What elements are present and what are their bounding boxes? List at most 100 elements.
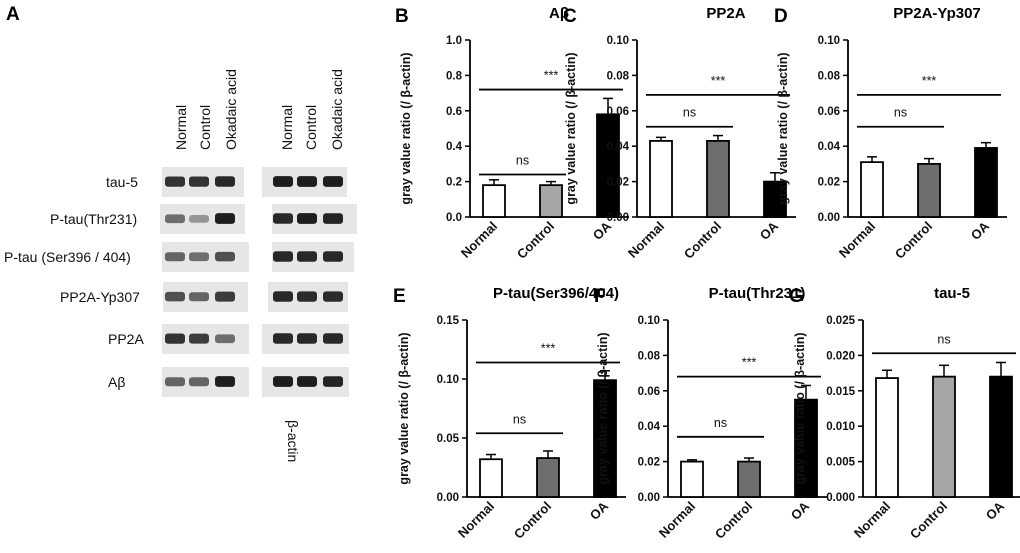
chart-title: PP2A-Yp307 xyxy=(893,5,981,22)
x-tick-label: OA xyxy=(788,498,813,523)
bar xyxy=(932,375,956,498)
blot-lane-label-left: Okadaic acid xyxy=(223,69,239,150)
bar xyxy=(875,377,899,498)
x-tick-label: Normal xyxy=(455,499,497,541)
y-tick-label: 0.08 xyxy=(638,350,661,362)
blot-band-target xyxy=(165,377,185,387)
blot-band-target xyxy=(165,176,185,187)
significance-label: ns xyxy=(894,106,907,120)
bar xyxy=(596,113,620,218)
bar xyxy=(989,375,1013,498)
blot-band-actin xyxy=(297,376,317,387)
blot-band-target xyxy=(165,214,185,224)
y-axis-label: gray value ratio (/ β-actin) xyxy=(793,332,807,484)
y-tick-label: 0.2 xyxy=(446,177,462,189)
y-tick-label: 0.04 xyxy=(638,421,661,433)
y-tick-label: 0.6 xyxy=(446,106,462,118)
x-tick-label: OA xyxy=(968,218,993,243)
blot-band-target xyxy=(165,291,185,302)
y-tick-label: 0.00 xyxy=(607,212,629,224)
blot-row-label: Aβ xyxy=(108,374,125,390)
loading-control-label: β-actin xyxy=(285,420,301,462)
bar xyxy=(479,458,503,498)
panel-letter: D xyxy=(774,6,788,27)
blot-row-label: PP2A-Yp307 xyxy=(60,289,140,305)
x-tick-label: Normal xyxy=(836,219,878,261)
blot-band-actin xyxy=(273,376,293,387)
y-tick-label: 0.02 xyxy=(607,177,629,189)
y-tick-label: 0.000 xyxy=(826,492,855,504)
blot-band-target xyxy=(215,291,235,302)
x-tick-label: Control xyxy=(681,219,724,262)
x-tick-label: Normal xyxy=(851,499,893,541)
significance-label: ns xyxy=(937,332,950,346)
x-tick-label: OA xyxy=(587,498,612,523)
chart-title: P-tau(Ser396/404) xyxy=(493,285,619,302)
significance-label: ns xyxy=(513,412,526,426)
blot-band-target xyxy=(189,292,209,302)
y-tick-label: 0.010 xyxy=(826,421,855,433)
panel-letter: G xyxy=(789,286,804,307)
blot-band-target xyxy=(215,334,235,344)
significance-label: *** xyxy=(742,356,757,370)
blot-band-target xyxy=(215,376,235,387)
y-axis-label: gray value ratio (/ β-actin) xyxy=(596,332,610,484)
panel-letter: B xyxy=(395,6,409,27)
blot-band-actin xyxy=(323,291,343,302)
y-tick-label: 0.06 xyxy=(607,106,629,118)
y-tick-label: 1.0 xyxy=(446,35,462,47)
bar xyxy=(539,184,563,218)
y-tick-label: 0.020 xyxy=(826,350,855,362)
y-tick-label: 0.10 xyxy=(607,35,629,47)
blot-lane-label-right: Normal xyxy=(279,105,295,150)
blot-band-target xyxy=(165,252,185,262)
panel-a-letter: A xyxy=(6,4,20,25)
bar xyxy=(649,139,673,218)
x-tick-label: Control xyxy=(514,219,557,262)
bar xyxy=(763,180,787,218)
y-tick-label: 0.4 xyxy=(446,141,463,153)
significance-label: *** xyxy=(544,69,559,83)
bar xyxy=(917,162,941,218)
western-blot-panel: Normal Normal Control Control Okadaic acid Ok… xyxy=(4,69,357,462)
x-tick-label: Control xyxy=(892,219,935,262)
blot-band-actin xyxy=(273,251,293,262)
blot-lane-label-left: Control xyxy=(197,105,213,150)
blot-band-actin xyxy=(297,291,317,302)
bar xyxy=(794,398,818,498)
significance-label: ns xyxy=(516,154,529,168)
y-tick-label: 0.00 xyxy=(818,212,840,224)
significance-label: *** xyxy=(922,74,937,88)
y-tick-label: 0.10 xyxy=(437,374,459,386)
blot-row-label: PP2A xyxy=(108,331,144,347)
y-axis-label: gray value ratio (/ β-actin) xyxy=(776,52,790,204)
blot-lane-label-right: Okadaic acid xyxy=(329,69,345,150)
blot-band-target xyxy=(215,213,235,224)
y-tick-label: 0.015 xyxy=(826,386,855,398)
x-tick-label: Control xyxy=(907,499,950,542)
bar xyxy=(680,460,704,498)
blot-band-actin xyxy=(323,176,343,187)
blot-band-target xyxy=(189,214,209,223)
blot-band-target xyxy=(189,252,209,262)
blot-band-actin xyxy=(273,333,293,344)
blot-band-actin xyxy=(323,251,343,262)
panel-letter: C xyxy=(563,6,577,27)
y-tick-label: 0.10 xyxy=(638,315,660,327)
y-axis-label: gray value ratio (/ β-actin) xyxy=(397,332,411,484)
bar xyxy=(536,457,560,498)
blot-band-target xyxy=(189,377,209,387)
significance-label: *** xyxy=(711,74,726,88)
bar xyxy=(482,184,506,218)
y-tick-label: 0.02 xyxy=(818,177,840,189)
blot-row-label: tau-5 xyxy=(106,174,138,190)
y-tick-label: 0.15 xyxy=(437,315,460,327)
blot-band-actin xyxy=(297,176,317,187)
blot-band-actin xyxy=(273,176,293,187)
chart-title: P-tau(Thr231) xyxy=(709,285,806,302)
bar xyxy=(737,460,761,498)
blot-band-actin xyxy=(297,251,317,262)
bar xyxy=(974,147,998,218)
y-tick-label: 0.05 xyxy=(437,433,460,445)
